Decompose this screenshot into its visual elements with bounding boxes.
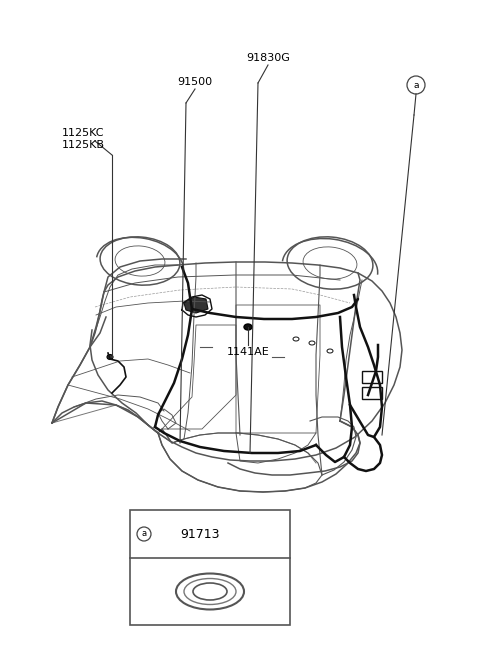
Polygon shape (184, 297, 208, 313)
Text: 91500: 91500 (178, 77, 213, 87)
Text: 1125KC: 1125KC (62, 128, 104, 138)
Bar (362, 387, 382, 399)
Text: 1141AE: 1141AE (227, 347, 269, 357)
Bar (130, 510, 290, 625)
Text: 91830G: 91830G (246, 53, 290, 63)
Bar (362, 371, 382, 383)
Text: a: a (413, 81, 419, 90)
Text: 91713: 91713 (180, 527, 220, 540)
Ellipse shape (107, 354, 113, 360)
Ellipse shape (244, 324, 252, 330)
Text: a: a (142, 529, 146, 538)
Text: 1125KB: 1125KB (61, 140, 105, 150)
